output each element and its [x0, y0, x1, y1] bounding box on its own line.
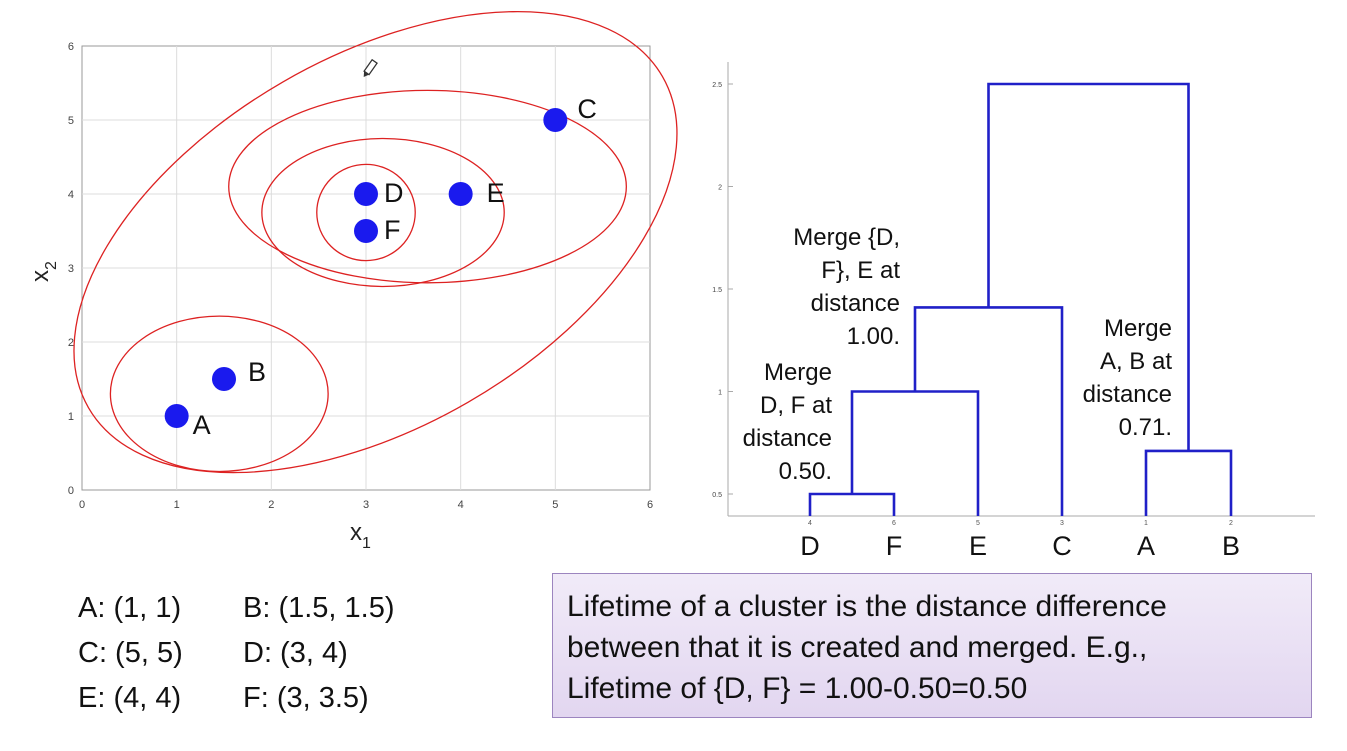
- x-tick-label: 6: [647, 499, 653, 511]
- cluster-df-ellipse: [316, 163, 416, 262]
- dendrogram: 0.5 1 1.5 2 2.5 4 D 6 F 5 E 3 C 1 A 2 B Merge D, F at dis…: [712, 62, 1315, 561]
- cluster-ab-ellipse: [109, 315, 329, 473]
- point-c: [543, 108, 568, 132]
- y-tick-label: 6: [68, 41, 74, 53]
- merge-ab-link: [1144, 449, 1233, 516]
- coordinate-row: C: (5, 5) D: (3, 4): [78, 631, 395, 676]
- y-tick-label: 3: [68, 263, 74, 275]
- leaf-index-label: 3: [1060, 520, 1064, 527]
- leaf-label-a: A: [1137, 531, 1155, 561]
- dendrogram-y-tick-label: 2: [718, 185, 722, 192]
- y-axis-label: x2: [27, 261, 60, 282]
- point-e: [448, 182, 473, 206]
- coordinate-f: F: (3, 3.5): [243, 682, 369, 714]
- y-tick-label: 1: [68, 411, 74, 423]
- y-tick-label: 2: [68, 337, 74, 349]
- leaf-label-e: E: [969, 531, 987, 561]
- leaf-index-label: 6: [892, 520, 896, 527]
- coordinate-a: A: (1, 1): [78, 592, 182, 624]
- leaf-index-label: 2: [1229, 520, 1233, 527]
- merge-dfe-link: [850, 390, 980, 516]
- leaf-label-d: D: [800, 531, 820, 561]
- x-tick-label: 4: [458, 499, 464, 511]
- point-label-e: E: [487, 178, 505, 208]
- merge-all-link: [987, 82, 1190, 451]
- lifetime-info-box: Lifetime of a cluster is the distance di…: [552, 573, 1312, 718]
- info-line-1: Lifetime of a cluster is the distance di…: [567, 590, 1167, 623]
- y-tick-label: 4: [68, 189, 74, 201]
- coordinate-e: E: (4, 4): [78, 682, 182, 714]
- point-f: [354, 219, 378, 243]
- info-line-2: between that it is created and merged. E…: [567, 631, 1148, 664]
- annotation-merge-df: Merge D, F at distance 0.50.: [743, 359, 833, 485]
- y-tick-label: 5: [68, 115, 74, 127]
- scatter-plot: 0 1 2 3 4 5 6 0 1 2 3 4 5 6 A B C D E F x1 x2: [27, 10, 678, 552]
- coordinate-row: A: (1, 1) B: (1.5, 1.5): [78, 586, 395, 631]
- x-tick-label: 3: [363, 499, 369, 511]
- x-tick-label: 5: [552, 499, 558, 511]
- leaf-label-f: F: [886, 531, 903, 561]
- dendrogram-y-tick-label: 1.5: [712, 287, 722, 294]
- merge-df-link: [808, 492, 896, 516]
- coordinate-list: A: (1, 1) B: (1.5, 1.5) C: (5, 5) D: (3, 4…: [78, 586, 395, 721]
- x-tick-label: 2: [268, 499, 274, 511]
- coordinate-row: E: (4, 4) F: (3, 3.5): [78, 676, 395, 721]
- point-a: [164, 404, 189, 428]
- leaf-index-label: 4: [808, 520, 812, 527]
- coordinate-d: D: (3, 4): [243, 637, 348, 669]
- leaf-label-b: B: [1222, 531, 1240, 561]
- annotation-merge-dfe: Merge {D, F}, E at distance 1.00.: [793, 224, 900, 350]
- point-label-a: A: [193, 410, 211, 440]
- point-label-f: F: [384, 215, 401, 245]
- cluster-dfe-ellipse: [261, 137, 505, 288]
- point-label-b: B: [248, 357, 266, 387]
- leaf-label-c: C: [1052, 531, 1072, 561]
- info-line-3: Lifetime of {D, F} = 1.00-0.50=0.50: [567, 672, 1028, 705]
- merge-dfec-link: [913, 306, 1064, 516]
- x-axis-label: x1: [350, 519, 371, 552]
- dendrogram-y-tick-label: 2.5: [712, 82, 722, 89]
- y-tick-label: 0: [68, 485, 74, 497]
- cluster-all-ellipse: [73, 10, 678, 474]
- dendrogram-y-tick-label: 0.5: [712, 492, 722, 499]
- point-d: [354, 182, 378, 206]
- point-label-d: D: [384, 178, 404, 208]
- pen-cursor-icon: [363, 58, 378, 78]
- point-label-c: C: [577, 94, 597, 124]
- annotation-merge-ab: Merge A, B at distance 0.71.: [1083, 315, 1173, 441]
- leaf-index-label: 5: [976, 520, 980, 527]
- x-tick-label: 1: [174, 499, 180, 511]
- point-b: [212, 367, 236, 391]
- coordinate-c: C: (5, 5): [78, 637, 183, 669]
- leaf-index-label: 1: [1144, 520, 1148, 527]
- coordinate-b: B: (1.5, 1.5): [243, 592, 395, 624]
- x-tick-label: 0: [79, 499, 85, 511]
- cluster-dfec-ellipse: [228, 89, 627, 284]
- dendrogram-y-tick-label: 1: [718, 390, 722, 397]
